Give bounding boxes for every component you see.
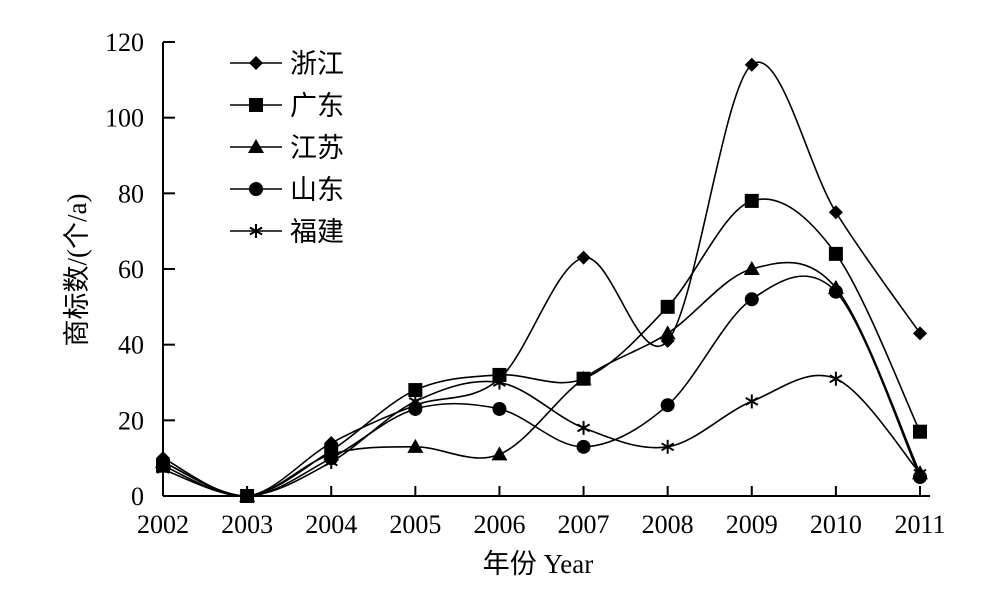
series-5 [156,371,927,503]
y-tick-label: 120 [105,28,144,57]
data-point [156,462,170,477]
data-point [660,398,675,413]
asterisk-stroke [913,468,927,478]
legend-item-5: 福建 [230,217,344,247]
data-point [913,466,927,481]
asterisk-stroke [240,491,254,501]
data-point [744,292,759,307]
x-tick-label: 2010 [810,510,862,539]
legend-marker [249,224,263,238]
legend-label: 山东 [290,175,344,205]
data-point [492,375,507,390]
data-point [828,284,843,299]
data-point [913,424,927,439]
legend-marker [249,56,263,70]
series-1 [156,57,927,503]
data-point [659,325,676,340]
asterisk-stroke [492,378,507,387]
y-tick-label: 20 [118,406,144,435]
y-tick-label: 0 [131,482,144,511]
data-point [575,370,592,385]
y-axis-title: 商标数/(个/a) [62,194,92,347]
data-point [828,246,843,261]
series-2 [156,193,927,503]
legend-marker [249,98,263,112]
series-line [162,374,921,497]
x-tick-label: 2004 [305,510,357,539]
data-point [829,371,843,386]
data-point [576,420,591,435]
data-point [661,439,675,454]
data-point [576,439,591,454]
x-tick-label: 2003 [221,510,273,539]
data-point [913,326,927,341]
data-point [743,261,760,275]
x-tick-label: 2009 [726,510,778,539]
asterisk-stroke [156,465,170,474]
data-point [408,383,423,398]
data-point [408,394,422,409]
series-layer [155,57,928,503]
legend-label: 江苏 [290,133,344,163]
legend-item-3: 江苏 [230,133,344,163]
data-point [324,454,338,469]
legend-label: 浙江 [290,49,344,79]
axes: 0 20 40 60 80 100 120 2002 2003 2004 2005 2006 2007 2… [105,28,946,539]
series-line [162,261,921,497]
data-point [745,394,759,409]
data-point [744,57,759,72]
data-point [492,401,507,416]
data-point [828,205,843,220]
data-point [240,489,254,503]
x-tick-label: 2007 [558,510,610,539]
y-tick-label: 100 [105,104,144,133]
asterisk-stroke [829,374,843,384]
asterisk-stroke [408,397,422,406]
x-tick-label: 2005 [389,510,441,539]
asterisk-stroke [661,442,675,452]
data-point [156,454,170,469]
series-3 [155,261,928,502]
legend-marker [249,182,263,196]
data-point [491,446,508,461]
x-tick-label: 2002 [137,510,189,539]
series-line [162,275,921,497]
y-tick-label: 60 [118,255,144,284]
x-axis-title: 年份 Year [483,549,594,579]
asterisk-stroke [249,226,263,236]
asterisk-stroke [324,457,338,467]
data-point [492,367,507,382]
legend-marker [248,139,264,153]
legend-label: 广东 [290,91,344,121]
data-point [408,401,423,416]
x-tick-label: 2006 [473,510,525,539]
asterisk-stroke [576,423,591,433]
series-line [162,61,921,497]
data-point [660,299,675,314]
legend-item-2: 广东 [230,91,344,121]
series-line [162,198,921,497]
legend-item-1: 浙江 [230,49,344,79]
y-tick-label: 80 [118,179,144,208]
data-point [576,250,591,265]
data-point [407,438,424,453]
legend-item-4: 山东 [230,175,344,205]
data-point [744,193,759,208]
legend-label: 福建 [290,217,344,247]
y-tick-label: 40 [118,331,144,360]
x-tick-label: 2008 [642,510,694,539]
x-tick-label: 2011 [894,510,945,539]
asterisk-stroke [745,397,759,406]
